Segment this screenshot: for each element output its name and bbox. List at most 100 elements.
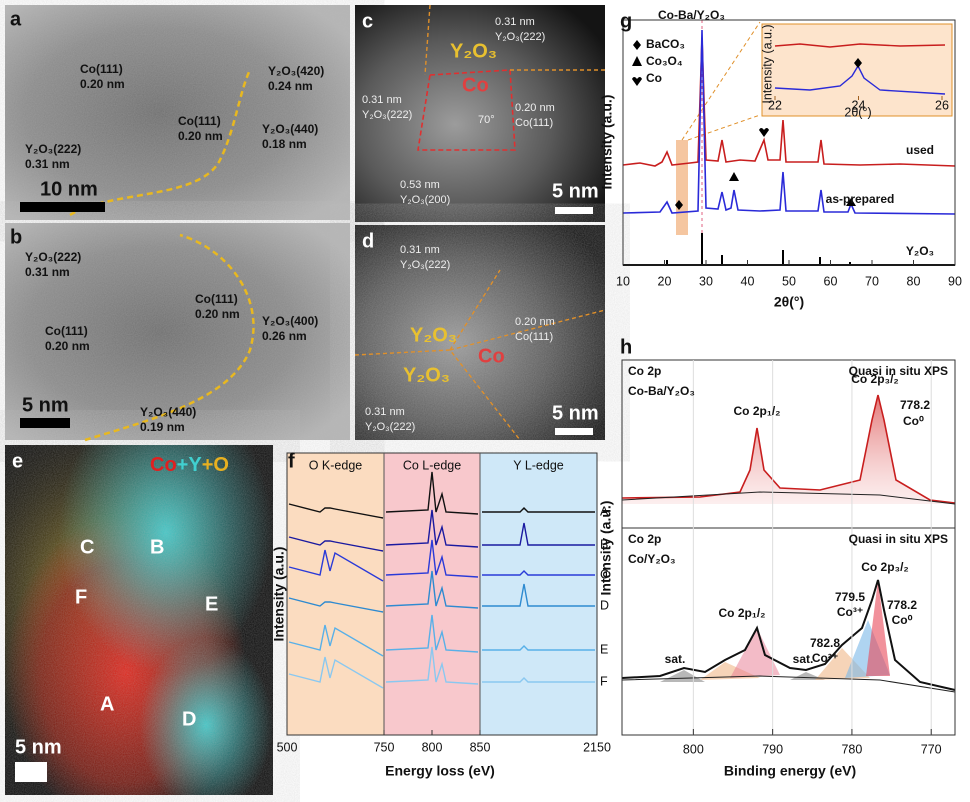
x-tick-label: 60 <box>824 274 838 288</box>
marker <box>675 200 683 210</box>
row-label: B <box>600 537 608 551</box>
point-label: B <box>150 536 164 558</box>
background-top <box>621 491 956 505</box>
peak-position: 782.8 <box>810 636 840 650</box>
method: Quasi in situ XPS <box>849 532 948 546</box>
annotation: 0.20 nm <box>195 307 240 321</box>
marker <box>759 128 769 137</box>
annotation: Y₂O₃(222) <box>365 421 415 433</box>
legend-label: BaCO₃ <box>646 37 685 51</box>
state: Co⁰ <box>892 613 913 627</box>
x-tick-label: 90 <box>948 274 962 288</box>
row-label: A <box>600 504 609 518</box>
sat-label: sat. <box>665 652 686 666</box>
method: Quasi in situ XPS <box>849 364 948 378</box>
inset-x-label: 2θ(°) <box>844 105 871 119</box>
x-tick-label: 850 <box>470 740 491 754</box>
annotation: 0.31 nm <box>365 406 405 418</box>
annotation: 0.18 nm <box>262 137 307 151</box>
frame-f <box>286 452 598 736</box>
boundary-d <box>354 269 606 441</box>
band-o <box>287 453 384 735</box>
inset-y-label: Intensity (a.u.) <box>760 24 774 103</box>
annotation: 0.20 nm <box>45 339 90 353</box>
inset-as-prepared <box>774 64 946 95</box>
annotation: 0.31 nm <box>400 244 440 256</box>
peak-position: 779.5 <box>835 590 865 604</box>
panel-label: b <box>10 226 22 248</box>
point-label: F <box>75 586 87 608</box>
x-tick-label: 80 <box>907 274 921 288</box>
title-part: Co <box>150 454 177 476</box>
row-label: E <box>600 642 608 656</box>
peak-label: Co 2p₁/₂ <box>734 404 781 418</box>
panel-label: g <box>620 10 632 32</box>
marker <box>729 172 739 181</box>
panel-label: c <box>362 10 373 32</box>
annotation: Y₂O₃(222) <box>362 109 412 121</box>
point-label: A <box>100 693 114 715</box>
x-tick-label: 790 <box>762 742 783 756</box>
x-tick-label: 2150 <box>583 740 611 754</box>
background-bottom <box>621 675 956 693</box>
spectrum-top <box>621 394 956 504</box>
point-label: D <box>182 708 196 730</box>
panel-title: Co 2p <box>628 532 661 546</box>
peak-label: Co 2p₁/₂ <box>719 606 766 620</box>
state: Co²⁺ <box>812 651 838 665</box>
x-tick-label: 800 <box>422 740 443 754</box>
angle: 70° <box>478 114 495 126</box>
region-label: Co <box>478 345 505 367</box>
x-tick-label: 70 <box>865 274 879 288</box>
annotation: Co(111) <box>515 117 553 129</box>
scale-bar-b <box>20 418 70 428</box>
component-co0 <box>866 580 890 676</box>
eels-spectrum <box>288 471 595 519</box>
panel-label: f <box>288 450 295 472</box>
map-texture <box>5 445 273 795</box>
section-title: O K-edge <box>309 458 363 472</box>
annotation: Co(111) <box>195 292 238 306</box>
image-a-texture <box>5 5 350 220</box>
annotation: 0.31 nm <box>495 16 535 28</box>
inset-used <box>774 43 946 48</box>
sample: Co/Y₂O₃ <box>628 552 676 566</box>
image-c <box>355 5 605 222</box>
legend-label: Co <box>646 71 662 85</box>
inset-tick-label: 24 <box>852 98 866 112</box>
panel-label: d <box>362 230 374 252</box>
x-tick-label: 500 <box>277 740 298 754</box>
annotation: 0.31 nm <box>25 265 70 279</box>
marker <box>846 198 856 206</box>
region-label: Y₂O₃ <box>410 324 457 346</box>
annotation: Co(111) <box>178 114 221 128</box>
annotation: 0.20 nm <box>515 102 555 114</box>
curve-used <box>622 37 956 167</box>
peak-position: 778.2 <box>900 398 930 412</box>
zoom-lines <box>681 21 761 141</box>
annotation: Co(111) <box>515 331 553 343</box>
band-y <box>480 453 597 735</box>
state: Co³⁺ <box>837 605 863 619</box>
trace-label: Y₂O₃ <box>906 244 934 258</box>
x-tick-label: 750 <box>374 740 395 754</box>
x-tick-label: 40 <box>741 274 755 288</box>
panel-title: Co 2p <box>628 364 661 378</box>
annotation: Y₂O₃(400) <box>262 314 318 328</box>
annotation: Y₂O₃(200) <box>400 194 450 206</box>
scale-label: 5 nm <box>552 402 599 424</box>
peak-position: 778.2 <box>887 598 917 612</box>
scale-label: 5 nm <box>22 394 69 416</box>
eels-spectrum <box>288 570 595 613</box>
scale-bar-c <box>555 207 593 214</box>
inset-tick-label: 26 <box>935 98 949 112</box>
annotation: Y₂O₃(420) <box>268 64 324 78</box>
component-sat <box>660 670 705 682</box>
image-b-texture <box>5 223 350 440</box>
peak-label: Co 2p₃/₂ <box>861 560 909 574</box>
title-part: +Y <box>177 454 203 476</box>
scale-bar-d <box>555 428 593 435</box>
curve-as-prepared <box>622 29 956 215</box>
scale-bar-e <box>15 762 47 782</box>
band-co <box>384 453 480 735</box>
